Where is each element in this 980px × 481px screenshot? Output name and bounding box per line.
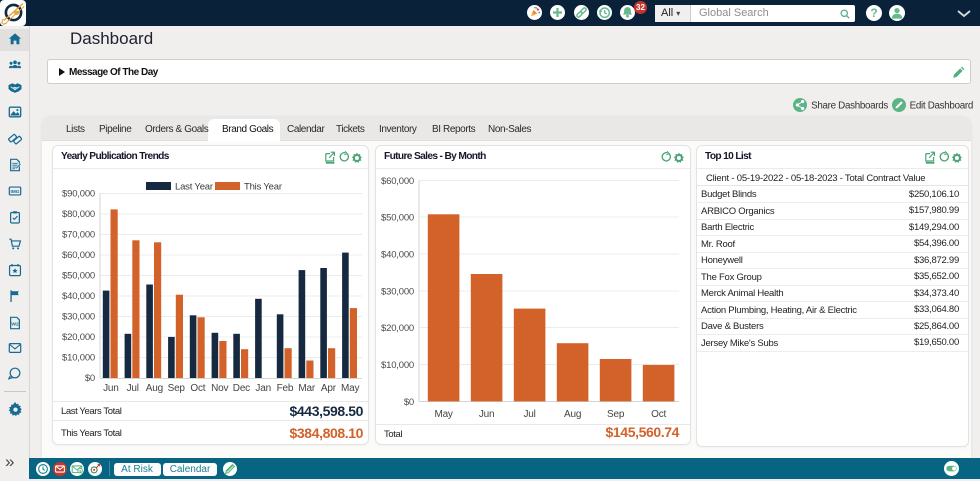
svg-text:IMG: IMG <box>11 189 20 195</box>
svg-text:May: May <box>434 409 452 420</box>
svg-text:Apr: Apr <box>321 383 337 394</box>
svg-text:Feb: Feb <box>277 383 294 394</box>
svg-text:Jan: Jan <box>255 383 271 394</box>
svg-text:Last Year: Last Year <box>175 182 213 193</box>
svg-text:$0: $0 <box>85 373 95 384</box>
svg-text:Nov: Nov <box>211 383 228 394</box>
svg-text:$20,000: $20,000 <box>381 323 414 334</box>
svg-text:$90,000: $90,000 <box>62 189 95 200</box>
svg-text:$70,000: $70,000 <box>62 230 95 241</box>
svg-text:W2: W2 <box>11 322 19 328</box>
svg-text:Sep: Sep <box>607 409 625 420</box>
svg-text:$30,000: $30,000 <box>381 287 414 298</box>
svg-text:$50,000: $50,000 <box>62 271 95 282</box>
svg-text:Sep: Sep <box>168 383 186 394</box>
svg-text:This Year: This Year <box>244 182 282 193</box>
svg-text:Jul: Jul <box>127 383 139 394</box>
svg-text:Jun: Jun <box>103 383 119 394</box>
svg-text:$60,000: $60,000 <box>62 250 95 261</box>
svg-text:$40,000: $40,000 <box>62 291 95 302</box>
svg-text:Aug: Aug <box>146 383 163 394</box>
svg-text:Aug: Aug <box>564 409 581 420</box>
svg-text:$80,000: $80,000 <box>62 209 95 220</box>
svg-text:May: May <box>341 383 359 394</box>
svg-text:$20,000: $20,000 <box>62 332 95 343</box>
svg-text:$10,000: $10,000 <box>381 360 414 371</box>
svg-text:Jun: Jun <box>479 409 495 420</box>
svg-text:$: $ <box>79 469 82 474</box>
svg-text:Dec: Dec <box>233 383 250 394</box>
svg-text:Jul: Jul <box>524 409 536 420</box>
svg-text:Mar: Mar <box>298 383 315 394</box>
svg-text:$60,000: $60,000 <box>381 176 414 187</box>
svg-text:$40,000: $40,000 <box>381 250 414 261</box>
svg-text:$0: $0 <box>404 397 414 408</box>
svg-text:$30,000: $30,000 <box>62 312 95 323</box>
svg-text:Oct: Oct <box>190 383 205 394</box>
svg-text:$50,000: $50,000 <box>381 213 414 224</box>
svg-text:$10,000: $10,000 <box>62 353 95 364</box>
svg-text:Oct: Oct <box>651 409 666 420</box>
